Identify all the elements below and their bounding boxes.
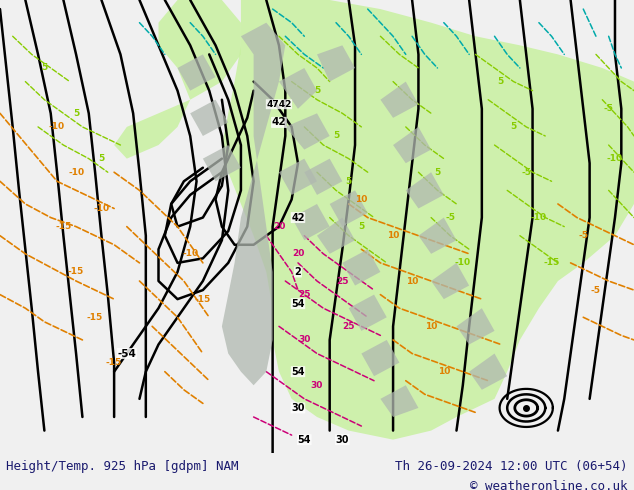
Text: 10: 10	[425, 322, 437, 331]
Text: -5: -5	[521, 168, 531, 177]
Polygon shape	[380, 385, 418, 417]
Polygon shape	[469, 354, 507, 390]
Text: 10: 10	[406, 276, 418, 286]
Text: 5: 5	[510, 122, 517, 131]
Text: Height/Temp. 925 hPa [gdpm] NAM: Height/Temp. 925 hPa [gdpm] NAM	[6, 460, 239, 473]
Polygon shape	[279, 159, 317, 195]
Polygon shape	[456, 308, 495, 344]
Text: -15: -15	[55, 222, 72, 231]
Text: 20: 20	[292, 249, 304, 258]
Text: -15: -15	[87, 313, 103, 322]
Text: 5: 5	[346, 177, 352, 186]
Text: 5: 5	[98, 154, 105, 163]
Text: 20: 20	[273, 222, 285, 231]
Text: -10: -10	[182, 249, 198, 258]
Text: -10: -10	[93, 204, 110, 213]
Text: 2: 2	[295, 267, 301, 277]
Polygon shape	[114, 0, 241, 159]
Polygon shape	[431, 263, 469, 299]
Text: 42: 42	[291, 213, 305, 222]
Text: 54: 54	[297, 435, 311, 444]
Text: 10: 10	[387, 231, 399, 240]
Polygon shape	[393, 127, 431, 163]
Text: 5: 5	[333, 131, 339, 141]
Polygon shape	[349, 294, 387, 331]
Text: 54: 54	[291, 299, 305, 309]
Polygon shape	[317, 218, 355, 254]
Polygon shape	[279, 68, 317, 109]
Polygon shape	[361, 340, 399, 376]
Polygon shape	[317, 46, 355, 82]
Polygon shape	[292, 204, 330, 240]
Text: 4742: 4742	[266, 100, 292, 109]
Text: 5: 5	[434, 168, 441, 177]
Text: -15: -15	[106, 358, 122, 367]
Text: -5: -5	[604, 104, 614, 113]
Text: 30: 30	[298, 336, 311, 344]
Text: 10: 10	[437, 367, 450, 376]
Text: -10: -10	[455, 258, 471, 268]
Text: 5: 5	[73, 109, 79, 118]
Polygon shape	[285, 113, 330, 149]
Text: -10: -10	[607, 154, 623, 163]
Text: 25: 25	[336, 276, 349, 286]
Polygon shape	[190, 99, 228, 136]
Text: 30: 30	[335, 435, 349, 444]
Text: 10: 10	[355, 195, 368, 204]
Text: 54: 54	[291, 367, 305, 377]
Text: -10: -10	[531, 213, 547, 222]
Text: -15: -15	[68, 268, 84, 276]
Text: -5: -5	[591, 286, 601, 294]
Text: 5: 5	[358, 222, 365, 231]
Text: Th 26-09-2024 12:00 UTC (06+54): Th 26-09-2024 12:00 UTC (06+54)	[395, 460, 628, 473]
Text: -10: -10	[49, 122, 65, 131]
Polygon shape	[178, 54, 216, 91]
Text: -54: -54	[117, 348, 136, 359]
Text: -5: -5	[578, 231, 588, 240]
Text: -10: -10	[68, 168, 84, 177]
Polygon shape	[222, 23, 285, 385]
Text: 25: 25	[298, 290, 311, 299]
Polygon shape	[418, 218, 456, 254]
Polygon shape	[342, 249, 380, 286]
Text: 42: 42	[271, 118, 287, 127]
Text: 30: 30	[311, 381, 323, 390]
Polygon shape	[222, 0, 634, 440]
Text: 5: 5	[498, 77, 504, 86]
Text: -15: -15	[195, 294, 211, 304]
Polygon shape	[304, 159, 342, 195]
Text: © weatheronline.co.uk: © weatheronline.co.uk	[470, 480, 628, 490]
Polygon shape	[406, 172, 444, 209]
Text: 30: 30	[291, 403, 305, 413]
Text: 5: 5	[314, 86, 320, 95]
Polygon shape	[380, 82, 418, 118]
Text: -15: -15	[543, 258, 560, 268]
Polygon shape	[203, 145, 241, 181]
Text: 25: 25	[342, 322, 355, 331]
Text: -5: -5	[445, 213, 455, 222]
Text: 5: 5	[41, 64, 48, 73]
Polygon shape	[330, 191, 368, 226]
